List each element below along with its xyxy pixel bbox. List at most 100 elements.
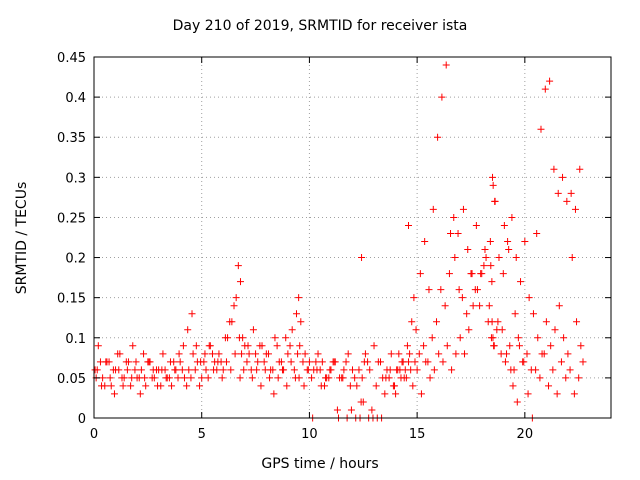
data-point	[358, 254, 366, 262]
data-point	[107, 382, 115, 390]
data-point	[532, 366, 540, 374]
data-point	[215, 350, 223, 358]
data-point	[368, 406, 376, 414]
data-point	[278, 366, 286, 374]
data-point	[499, 270, 507, 278]
data-point	[525, 294, 533, 302]
data-point	[521, 238, 529, 246]
data-point	[351, 374, 359, 382]
data-point	[122, 358, 130, 366]
data-point	[433, 318, 441, 326]
data-point	[509, 382, 517, 390]
data-point	[277, 358, 285, 366]
data-point	[568, 254, 576, 262]
data-point	[486, 238, 494, 246]
data-point	[448, 366, 456, 374]
data-point	[476, 302, 484, 310]
data-point	[288, 326, 296, 334]
data-point	[395, 350, 403, 358]
data-point	[439, 358, 447, 366]
data-point	[295, 374, 303, 382]
data-point	[563, 197, 571, 205]
data-point	[372, 382, 380, 390]
data-point	[99, 374, 107, 382]
data-point	[451, 254, 459, 262]
data-point	[110, 390, 118, 398]
data-point	[131, 366, 139, 374]
data-point	[98, 382, 106, 390]
data-point	[208, 350, 216, 358]
data-point	[504, 238, 512, 246]
data-point	[270, 390, 278, 398]
data-point	[452, 350, 460, 358]
data-point	[114, 350, 122, 358]
data-point	[571, 205, 579, 213]
data-point	[541, 85, 549, 93]
data-point	[210, 366, 218, 374]
data-point	[520, 358, 528, 366]
data-point	[443, 342, 451, 350]
y-tick-label: 0.2	[65, 252, 86, 267]
data-point	[359, 398, 367, 406]
data-point	[273, 342, 281, 350]
data-point	[524, 390, 532, 398]
data-point	[197, 358, 205, 366]
data-point	[178, 366, 186, 374]
x-tick-label: 15	[409, 427, 426, 442]
data-point	[340, 366, 348, 374]
data-point	[456, 334, 464, 342]
data-point	[480, 262, 488, 270]
data-point	[547, 342, 555, 350]
data-point	[481, 246, 489, 254]
data-point	[132, 358, 140, 366]
data-point	[442, 61, 450, 69]
data-point	[292, 310, 300, 318]
data-point	[205, 342, 213, 350]
data-point	[415, 350, 423, 358]
data-point	[183, 382, 191, 390]
data-point	[424, 358, 432, 366]
data-point	[540, 350, 548, 358]
data-point	[503, 350, 511, 358]
data-point	[145, 358, 153, 366]
data-point	[282, 334, 290, 342]
data-point	[549, 366, 557, 374]
data-point	[488, 278, 496, 286]
data-point	[222, 358, 230, 366]
data-point	[533, 229, 541, 237]
data-point	[148, 374, 156, 382]
data-point	[508, 213, 516, 221]
data-point	[511, 310, 519, 318]
data-point	[227, 366, 235, 374]
data-point	[184, 326, 192, 334]
data-point	[487, 262, 495, 270]
data-point	[162, 374, 170, 382]
y-tick-label: 0.25	[57, 211, 86, 226]
data-point	[191, 366, 199, 374]
data-point	[284, 350, 292, 358]
data-point	[123, 366, 131, 374]
data-point	[187, 374, 195, 382]
data-point	[322, 374, 330, 382]
data-point	[545, 382, 553, 390]
data-point	[355, 366, 363, 374]
data-point	[410, 294, 418, 302]
data-point	[204, 374, 212, 382]
data-point	[403, 342, 411, 350]
data-point	[317, 382, 325, 390]
data-point	[185, 366, 193, 374]
data-point	[382, 374, 390, 382]
data-point	[434, 133, 442, 141]
data-point	[296, 342, 304, 350]
data-point	[500, 221, 508, 229]
data-point	[401, 366, 409, 374]
data-point	[266, 374, 274, 382]
data-point	[387, 350, 395, 358]
data-point	[180, 374, 188, 382]
data-point	[252, 350, 260, 358]
data-point	[236, 278, 244, 286]
data-point	[271, 334, 279, 342]
data-point	[297, 318, 305, 326]
data-point	[305, 358, 313, 366]
